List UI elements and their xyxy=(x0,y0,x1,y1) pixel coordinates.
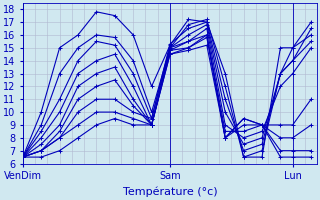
X-axis label: Température (°c): Température (°c) xyxy=(123,187,217,197)
